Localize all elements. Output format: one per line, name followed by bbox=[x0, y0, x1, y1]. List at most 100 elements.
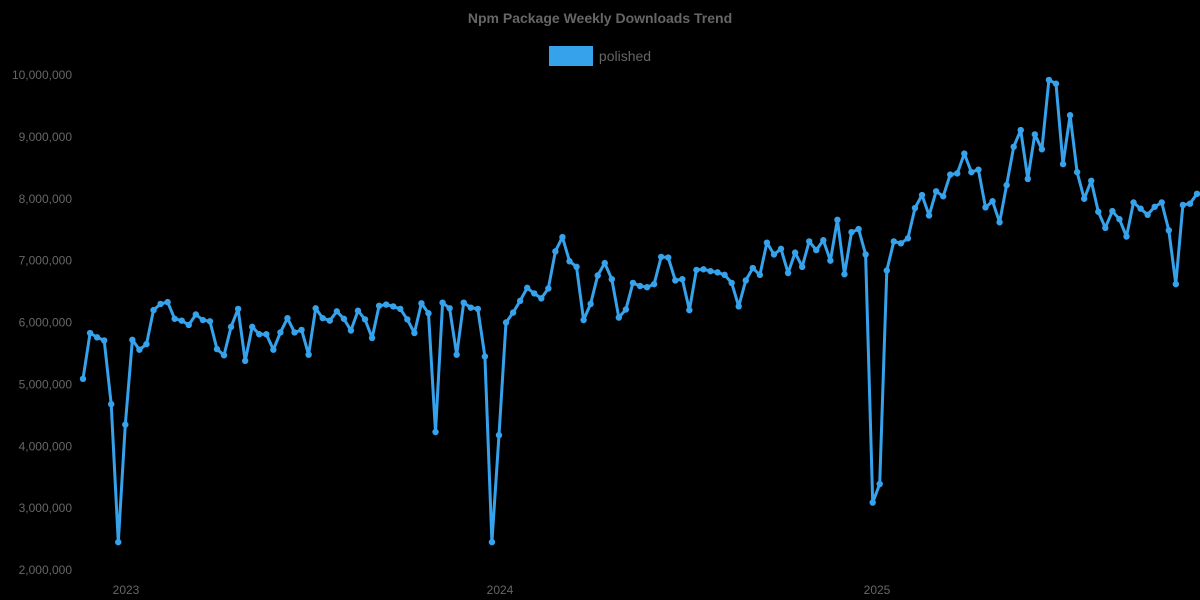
data-point[interactable] bbox=[1024, 175, 1031, 183]
data-point[interactable] bbox=[1137, 205, 1144, 212]
data-point[interactable] bbox=[234, 305, 242, 313]
data-point[interactable] bbox=[643, 284, 651, 291]
data-point[interactable] bbox=[954, 170, 961, 177]
data-point[interactable] bbox=[791, 249, 799, 256]
data-point[interactable] bbox=[700, 266, 707, 273]
data-point[interactable] bbox=[594, 272, 601, 279]
data-point[interactable] bbox=[876, 480, 883, 488]
data-point[interactable] bbox=[143, 340, 150, 348]
data-point[interactable] bbox=[164, 298, 171, 306]
data-point[interactable] bbox=[1052, 80, 1060, 87]
data-point[interactable] bbox=[460, 299, 467, 306]
data-point[interactable] bbox=[665, 254, 672, 261]
data-point[interactable] bbox=[347, 327, 355, 334]
data-point[interactable] bbox=[947, 171, 954, 178]
data-point[interactable] bbox=[1080, 195, 1088, 202]
data-point[interactable] bbox=[650, 280, 658, 288]
data-point[interactable] bbox=[777, 245, 785, 253]
data-point[interactable] bbox=[1073, 168, 1081, 176]
data-point[interactable] bbox=[883, 267, 890, 274]
data-point[interactable] bbox=[361, 316, 369, 323]
data-point[interactable] bbox=[333, 308, 341, 315]
data-point[interactable] bbox=[157, 300, 164, 308]
data-point[interactable] bbox=[390, 303, 397, 310]
data-point[interactable] bbox=[721, 271, 728, 279]
data-point[interactable] bbox=[996, 219, 1003, 226]
data-point[interactable] bbox=[982, 204, 989, 211]
data-point[interactable] bbox=[622, 306, 630, 313]
data-point[interactable] bbox=[657, 253, 665, 261]
data-point[interactable] bbox=[241, 357, 249, 365]
data-point[interactable] bbox=[897, 240, 905, 247]
data-point[interactable] bbox=[1059, 160, 1067, 168]
data-point[interactable] bbox=[587, 300, 594, 308]
data-point[interactable] bbox=[1102, 224, 1109, 232]
data-point[interactable] bbox=[904, 235, 912, 242]
data-point[interactable] bbox=[488, 538, 496, 546]
data-point[interactable] bbox=[608, 275, 615, 283]
data-point[interactable] bbox=[749, 264, 757, 272]
data-point[interactable] bbox=[1193, 190, 1200, 197]
data-point[interactable] bbox=[1116, 215, 1123, 223]
data-point[interactable] bbox=[975, 166, 982, 173]
data-point[interactable] bbox=[1172, 280, 1180, 288]
data-point[interactable] bbox=[834, 216, 841, 223]
data-point[interactable] bbox=[136, 346, 143, 353]
data-point[interactable] bbox=[538, 295, 545, 302]
data-point[interactable] bbox=[1010, 143, 1017, 150]
data-point[interactable] bbox=[855, 225, 862, 233]
data-point[interactable] bbox=[291, 329, 298, 336]
data-point[interactable] bbox=[1179, 201, 1187, 209]
data-point[interactable] bbox=[763, 239, 771, 246]
legend-swatch[interactable] bbox=[548, 46, 593, 66]
data-point[interactable] bbox=[100, 337, 108, 344]
data-point[interactable] bbox=[256, 331, 263, 338]
data-point[interactable] bbox=[784, 269, 792, 277]
data-point[interactable] bbox=[869, 499, 876, 506]
data-point[interactable] bbox=[178, 317, 185, 324]
data-point[interactable] bbox=[108, 400, 115, 408]
data-point[interactable] bbox=[227, 323, 235, 331]
data-point[interactable] bbox=[770, 251, 778, 258]
data-point[interactable] bbox=[615, 314, 623, 321]
data-point[interactable] bbox=[531, 290, 538, 297]
data-point[interactable] bbox=[375, 302, 383, 309]
data-point[interactable] bbox=[552, 248, 559, 255]
data-point[interactable] bbox=[728, 279, 735, 287]
data-point[interactable] bbox=[418, 300, 425, 307]
data-point[interactable] bbox=[841, 271, 848, 278]
data-point[interactable] bbox=[925, 212, 933, 219]
data-point[interactable] bbox=[1031, 131, 1039, 138]
data-point[interactable] bbox=[305, 351, 312, 358]
data-point[interactable] bbox=[284, 314, 291, 322]
data-point[interactable] bbox=[298, 326, 305, 334]
data-point[interactable] bbox=[1045, 76, 1053, 84]
data-point[interactable] bbox=[735, 303, 742, 310]
data-point[interactable] bbox=[192, 311, 200, 318]
data-point[interactable] bbox=[1088, 177, 1095, 185]
data-point[interactable] bbox=[502, 319, 510, 326]
data-point[interactable] bbox=[213, 345, 221, 353]
data-point[interactable] bbox=[509, 309, 517, 316]
data-point[interactable] bbox=[559, 233, 566, 241]
data-point[interactable] bbox=[545, 285, 552, 292]
data-point[interactable] bbox=[707, 267, 714, 275]
data-point[interactable] bbox=[1186, 200, 1194, 207]
data-point[interactable] bbox=[467, 304, 474, 311]
data-point[interactable] bbox=[1017, 126, 1024, 134]
data-point[interactable] bbox=[340, 315, 348, 322]
data-point[interactable] bbox=[481, 353, 489, 360]
data-point[interactable] bbox=[918, 191, 926, 199]
data-point[interactable] bbox=[1165, 227, 1172, 234]
data-point[interactable] bbox=[319, 314, 326, 322]
data-point[interactable] bbox=[580, 316, 587, 324]
legend-label[interactable]: polished bbox=[598, 48, 652, 64]
data-point[interactable] bbox=[827, 257, 834, 264]
data-point[interactable] bbox=[939, 193, 947, 200]
data-point[interactable] bbox=[404, 316, 411, 323]
data-point[interactable] bbox=[566, 258, 573, 265]
data-point[interactable] bbox=[249, 323, 256, 331]
data-point[interactable] bbox=[1130, 199, 1137, 206]
data-point[interactable] bbox=[199, 316, 207, 324]
data-point[interactable] bbox=[129, 336, 136, 344]
